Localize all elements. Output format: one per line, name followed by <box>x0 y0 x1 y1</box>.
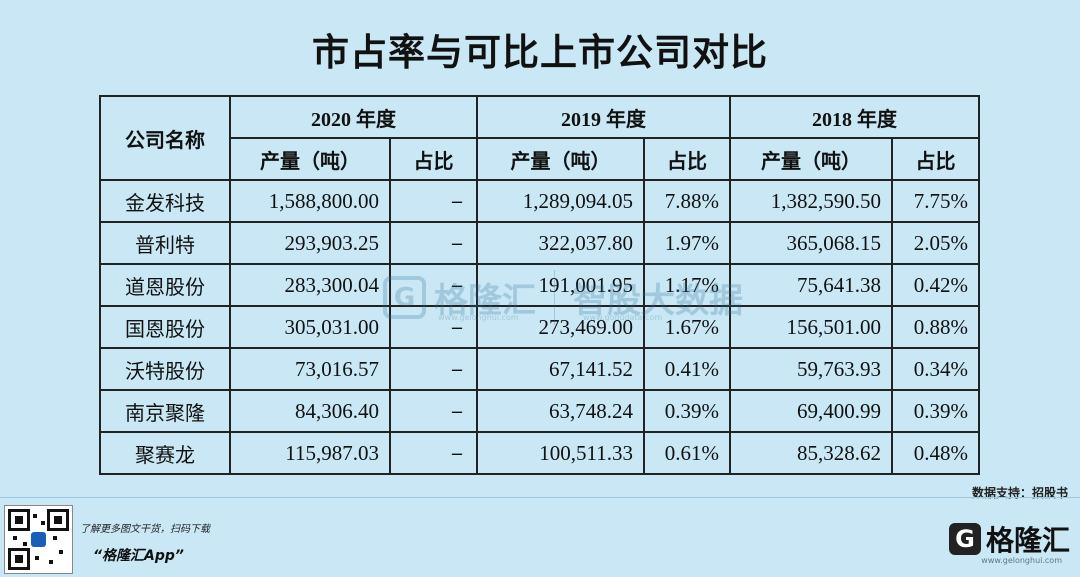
app-name: “格隆汇App” <box>93 548 184 564</box>
output-2019: 100,511.33 <box>476 431 645 475</box>
output-2018: 365,068.15 <box>729 221 893 265</box>
output-2018: 1,382,590.50 <box>729 179 893 223</box>
qr-code-icon[interactable] <box>4 505 73 574</box>
qr-dot <box>49 560 53 564</box>
output-2019: 273,469.00 <box>476 305 645 349</box>
qr-dot <box>35 556 39 560</box>
company-name: 国恩股份 <box>99 305 231 349</box>
qr-dot <box>33 514 37 518</box>
share-header-2018: 占比 <box>891 137 980 181</box>
share-2019: 1.17% <box>643 263 731 307</box>
output-2019: 67,141.52 <box>476 347 645 391</box>
output-2019: 322,037.80 <box>476 221 645 265</box>
share-2019: 1.67% <box>643 305 731 349</box>
output-2019: 63,748.24 <box>476 389 645 433</box>
output-2020: 1,588,800.00 <box>229 179 391 223</box>
year-2020-header: 2020 年度 <box>229 95 478 139</box>
share-2019: 0.61% <box>643 431 731 475</box>
qr-dot <box>41 521 45 525</box>
table-row: 沃特股份 73,016.57 – 67,141.52 0.41% 59,763.… <box>99 347 980 391</box>
output-2020: 84,306.40 <box>229 389 391 433</box>
share-header-2019: 占比 <box>643 137 731 181</box>
qr-finder-top-right <box>47 509 69 531</box>
table-row: 南京聚隆 84,306.40 – 63,748.24 0.39% 69,400.… <box>99 389 980 433</box>
brand-logo-group: G 格隆汇 <box>948 519 1070 559</box>
output-2020: 305,031.00 <box>229 305 391 349</box>
qr-dot <box>13 536 17 540</box>
share-header-2020: 占比 <box>389 137 478 181</box>
qr-logo-icon <box>31 532 46 547</box>
market-share-table: 公司名称 2020 年度 2019 年度 2018 年度 产量（吨） 占比 产量… <box>99 95 980 475</box>
company-name: 道恩股份 <box>99 263 231 307</box>
share-2020: – <box>389 305 478 349</box>
year-2018-header: 2018 年度 <box>729 95 980 139</box>
brand-name: 格隆汇 <box>985 524 1070 557</box>
output-2018: 156,501.00 <box>729 305 893 349</box>
output-header-2018: 产量（吨） <box>729 137 893 181</box>
output-2019: 191,001.95 <box>476 263 645 307</box>
company-name: 沃特股份 <box>99 347 231 391</box>
share-2020: – <box>389 431 478 475</box>
table-row: 普利特 293,903.25 – 322,037.80 1.97% 365,06… <box>99 221 980 265</box>
table-row: 国恩股份 305,031.00 – 273,469.00 1.67% 156,5… <box>99 305 980 349</box>
output-2020: 283,300.04 <box>229 263 391 307</box>
share-2018: 0.88% <box>891 305 980 349</box>
company-name: 聚赛龙 <box>99 431 231 475</box>
footer-divider <box>0 497 1080 498</box>
data-source: 数据支持：招股书 <box>971 486 1068 500</box>
output-2020: 73,016.57 <box>229 347 391 391</box>
share-2020: – <box>389 263 478 307</box>
share-2018: 0.39% <box>891 389 980 433</box>
qr-dot <box>53 536 57 540</box>
table-row: 金发科技 1,588,800.00 – 1,289,094.05 7.88% 1… <box>99 179 980 223</box>
output-2019: 1,289,094.05 <box>476 179 645 223</box>
table-row: 道恩股份 283,300.04 – 191,001.95 1.17% 75,64… <box>99 263 980 307</box>
output-2018: 85,328.62 <box>729 431 893 475</box>
download-prompt: 了解更多图文干货，扫码下载 <box>80 524 210 535</box>
share-2020: – <box>389 179 478 223</box>
share-2020: – <box>389 347 478 391</box>
output-2018: 75,641.38 <box>729 263 893 307</box>
qr-finder-top-left <box>8 509 30 531</box>
output-2018: 69,400.99 <box>729 389 893 433</box>
share-2019: 1.97% <box>643 221 731 265</box>
brand-logo-icon: G <box>948 523 981 555</box>
year-2019-header: 2019 年度 <box>476 95 731 139</box>
company-name: 普利特 <box>99 221 231 265</box>
output-header-2020: 产量（吨） <box>229 137 391 181</box>
output-2020: 115,987.03 <box>229 431 391 475</box>
share-2018: 0.34% <box>891 347 980 391</box>
share-2019: 7.88% <box>643 179 731 223</box>
share-2019: 0.41% <box>643 347 731 391</box>
company-name: 金发科技 <box>99 179 231 223</box>
table-row: 聚赛龙 115,987.03 – 100,511.33 0.61% 85,328… <box>99 431 980 475</box>
output-2018: 59,763.93 <box>729 347 893 391</box>
qr-dot <box>59 550 63 554</box>
page-title: 市占率与可比上市公司对比 <box>312 31 768 74</box>
brand-url: www.gelonghui.com <box>981 556 1062 565</box>
company-name: 南京聚隆 <box>99 389 231 433</box>
share-2018: 2.05% <box>891 221 980 265</box>
qr-finder-bottom-left <box>8 548 30 570</box>
share-2018: 0.42% <box>891 263 980 307</box>
share-2020: – <box>389 389 478 433</box>
output-2020: 293,903.25 <box>229 221 391 265</box>
company-name-header: 公司名称 <box>99 95 231 181</box>
share-2018: 0.48% <box>891 431 980 475</box>
output-header-2019: 产量（吨） <box>476 137 645 181</box>
share-2020: – <box>389 221 478 265</box>
qr-dot <box>23 542 27 546</box>
share-2018: 7.75% <box>891 179 980 223</box>
comparison-table-container: 公司名称 2020 年度 2019 年度 2018 年度 产量（吨） 占比 产量… <box>99 95 980 475</box>
share-2019: 0.39% <box>643 389 731 433</box>
